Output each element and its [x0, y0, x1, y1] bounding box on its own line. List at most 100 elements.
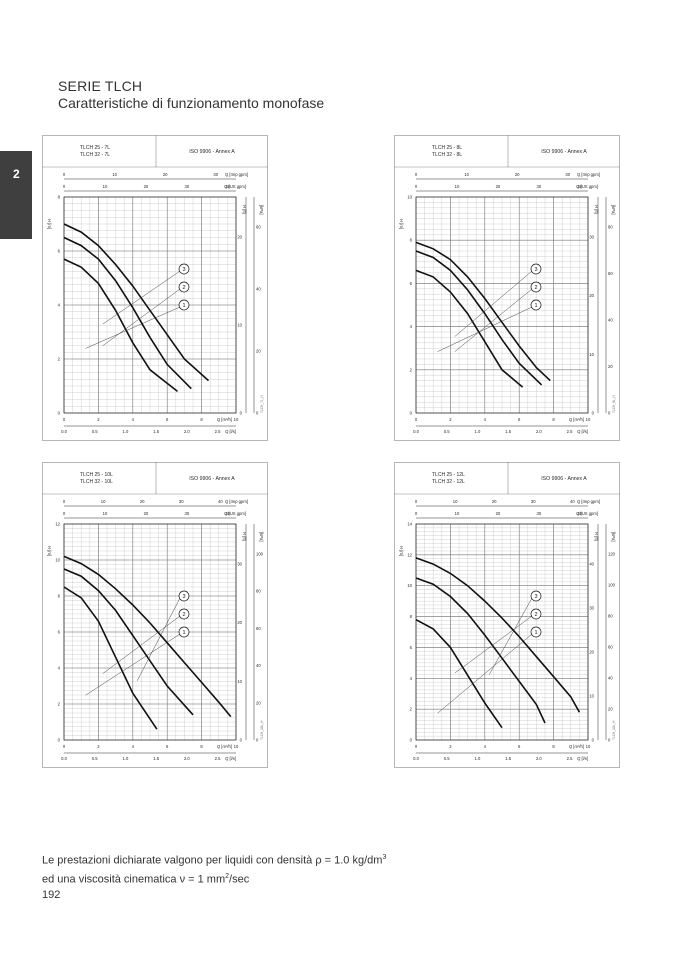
us-gpm-tick: 0 — [415, 184, 418, 189]
kpa-tick: 0 — [256, 738, 259, 743]
x-tick-label: 6 — [166, 417, 169, 422]
x-tick-label: 2 — [97, 744, 100, 749]
x-tick-label: 6 — [166, 744, 169, 749]
imp-gpm-label: Q [Imp gpm] — [577, 499, 600, 504]
speed-callout — [530, 281, 542, 293]
us-gpm-label: Q [US gpm] — [576, 184, 598, 189]
x-tick-label: 0 — [415, 744, 418, 749]
x-axis-label: Q [m³/h] — [569, 744, 584, 749]
plot-border — [415, 523, 589, 741]
ls-tick: 1.5 — [505, 429, 511, 434]
y-tick-label: 0 — [410, 411, 413, 416]
us-gpm-tick: 10 — [455, 184, 460, 189]
plot-border — [415, 196, 589, 414]
model-label: TLCH 32 - 8L — [432, 152, 462, 158]
kpa-tick: 40 — [608, 676, 613, 681]
callout-leader — [454, 270, 533, 337]
speed-callout-label: 3 — [534, 594, 537, 600]
speed-callout — [530, 299, 542, 311]
curve-speed-3 — [415, 241, 551, 382]
speed-callout — [530, 263, 542, 275]
us-gpm-tick: 0 — [415, 511, 418, 516]
x-tick-label: 2 — [449, 417, 452, 422]
us-gpm-tick: 30 — [185, 184, 190, 189]
series-title: SERIE TLCH — [58, 78, 143, 94]
callout-leader — [454, 615, 533, 674]
speed-callout-label: 3 — [534, 267, 537, 273]
y-axis-label: H [m] — [47, 546, 52, 556]
kpa-tick: 100 — [256, 552, 264, 557]
kpa-tick: 80 — [256, 589, 261, 594]
callout-leader — [488, 597, 533, 675]
imp-gpm-tick: 30 — [565, 172, 570, 177]
y-tick-label: 4 — [58, 303, 61, 308]
kpa-tick: 60 — [256, 626, 261, 631]
kpa-tick: 120 — [608, 552, 616, 557]
callout-leader — [454, 288, 533, 352]
model-label: TLCH 25 - 12L — [432, 472, 465, 478]
chart-frame — [42, 135, 268, 441]
y-tick-label: 2 — [58, 357, 61, 362]
x-tick-label: 8 — [552, 417, 555, 422]
x-axis-label: Q [m³/h] — [569, 417, 584, 422]
kpa-tick: 20 — [256, 700, 261, 705]
kpa-tick: 20 — [256, 349, 261, 354]
y-tick-label: 6 — [58, 630, 61, 635]
y-tick-label: 14 — [407, 522, 412, 527]
us-gpm-label: Q [US gpm] — [224, 511, 246, 516]
kpa-tick: 0 — [256, 411, 259, 416]
us-gpm-label: Q [US gpm] — [576, 511, 598, 516]
y-tick-label: 12 — [407, 552, 412, 557]
imp-gpm-tick: 10 — [453, 499, 458, 504]
ft-tick: 20 — [237, 620, 242, 625]
speed-callout — [178, 281, 190, 293]
y-tick-label: 10 — [55, 558, 60, 563]
y-tick-label: 2 — [410, 367, 413, 372]
imp-gpm-tick: 10 — [112, 172, 117, 177]
kpa-tick: 80 — [608, 614, 613, 619]
callout-leader — [102, 615, 181, 674]
ls-axis-label: Q [l/s] — [577, 756, 588, 761]
us-gpm-tick: 40 — [225, 184, 230, 189]
ls-tick: 1.0 — [123, 429, 129, 434]
y-tick-label: 0 — [58, 738, 61, 743]
y-tick-label: 4 — [58, 666, 61, 671]
ft-tick: 30 — [589, 235, 594, 240]
model-label: TLCH 25 - 10L — [80, 472, 113, 478]
x-tick-label: 2 — [97, 417, 100, 422]
model-label: TLCH 25 - 8L — [432, 145, 462, 151]
y-tick-label: 8 — [58, 594, 61, 599]
ls-tick: 0.5 — [444, 756, 450, 761]
imp-gpm-label: Q [Imp gpm] — [577, 172, 600, 177]
ft-tick: 0 — [592, 411, 595, 416]
y-tick-label: 12 — [55, 522, 60, 527]
us-gpm-tick: 30 — [537, 184, 542, 189]
ft-tick: 10 — [589, 352, 594, 357]
x-tick-label: 4 — [484, 417, 487, 422]
x-tick-label: 4 — [132, 744, 135, 749]
callout-leader — [85, 306, 181, 349]
ls-tick: 2.5 — [567, 756, 573, 761]
imp-gpm-tick: 40 — [570, 499, 575, 504]
plot-border — [63, 523, 237, 741]
page-subtitle: Caratteristiche di funzionamento monofas… — [58, 95, 325, 111]
kpa-tick: 0 — [608, 411, 611, 416]
model-label: TLCH 32 - 10L — [80, 479, 113, 485]
y-tick-label: 4 — [410, 324, 413, 329]
performance-chart-7l: TLCH 25 - 7L TLCH 32 - 7L ISO 9906 - Annex… — [42, 135, 268, 441]
callout-leader — [136, 597, 181, 681]
imp-gpm-tick: 20 — [515, 172, 520, 177]
ft-tick: 20 — [237, 235, 242, 240]
speed-callout-label: 2 — [182, 285, 185, 291]
us-gpm-tick: 30 — [185, 511, 190, 516]
imp-gpm-tick: 0 — [415, 499, 418, 504]
model-label: TLCH 25 - 7L — [80, 145, 110, 151]
ls-tick: 0.5 — [444, 429, 450, 434]
y-tick-label: 6 — [410, 645, 413, 650]
speed-callout — [530, 626, 542, 638]
ft-tick: 10 — [237, 323, 242, 328]
us-gpm-tick: 20 — [496, 511, 501, 516]
curve-speed-3 — [63, 555, 232, 718]
ls-tick: 2.5 — [215, 756, 221, 761]
